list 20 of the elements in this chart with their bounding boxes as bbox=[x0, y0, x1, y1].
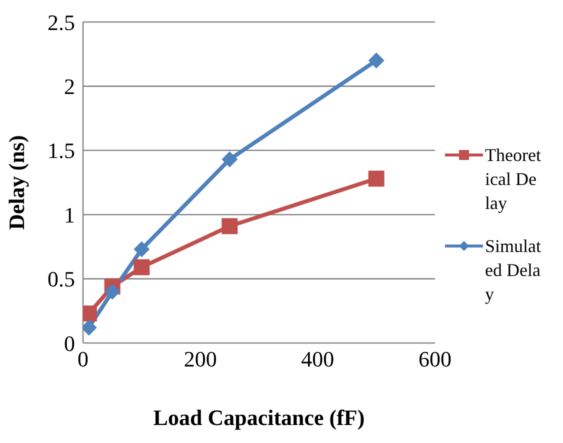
point bbox=[134, 259, 150, 276]
x-tick-label: 200 bbox=[184, 346, 217, 372]
point bbox=[222, 218, 238, 234]
x-tick-label: 400 bbox=[301, 346, 334, 372]
y-tick-label: 0.5 bbox=[48, 266, 75, 292]
legend-label: Simulated Delay bbox=[485, 234, 542, 306]
point bbox=[368, 52, 384, 69]
point bbox=[368, 170, 384, 187]
point bbox=[222, 151, 238, 168]
point bbox=[134, 241, 150, 258]
point bbox=[104, 284, 120, 300]
y-axis-title: Delay (ns) bbox=[4, 135, 29, 230]
legend-label: Theoretical Delay bbox=[485, 144, 541, 214]
y-tick-label: 2.5 bbox=[48, 10, 75, 35]
y-tick-label: 0 bbox=[64, 330, 75, 356]
y-tick-label: 1 bbox=[64, 202, 75, 228]
x-axis-title: Load Capacitance (fF) bbox=[153, 405, 365, 430]
y-tick-label: 2 bbox=[64, 74, 75, 100]
x-tick-label: 600 bbox=[418, 346, 452, 372]
y-tick-label: 1.5 bbox=[48, 138, 75, 164]
